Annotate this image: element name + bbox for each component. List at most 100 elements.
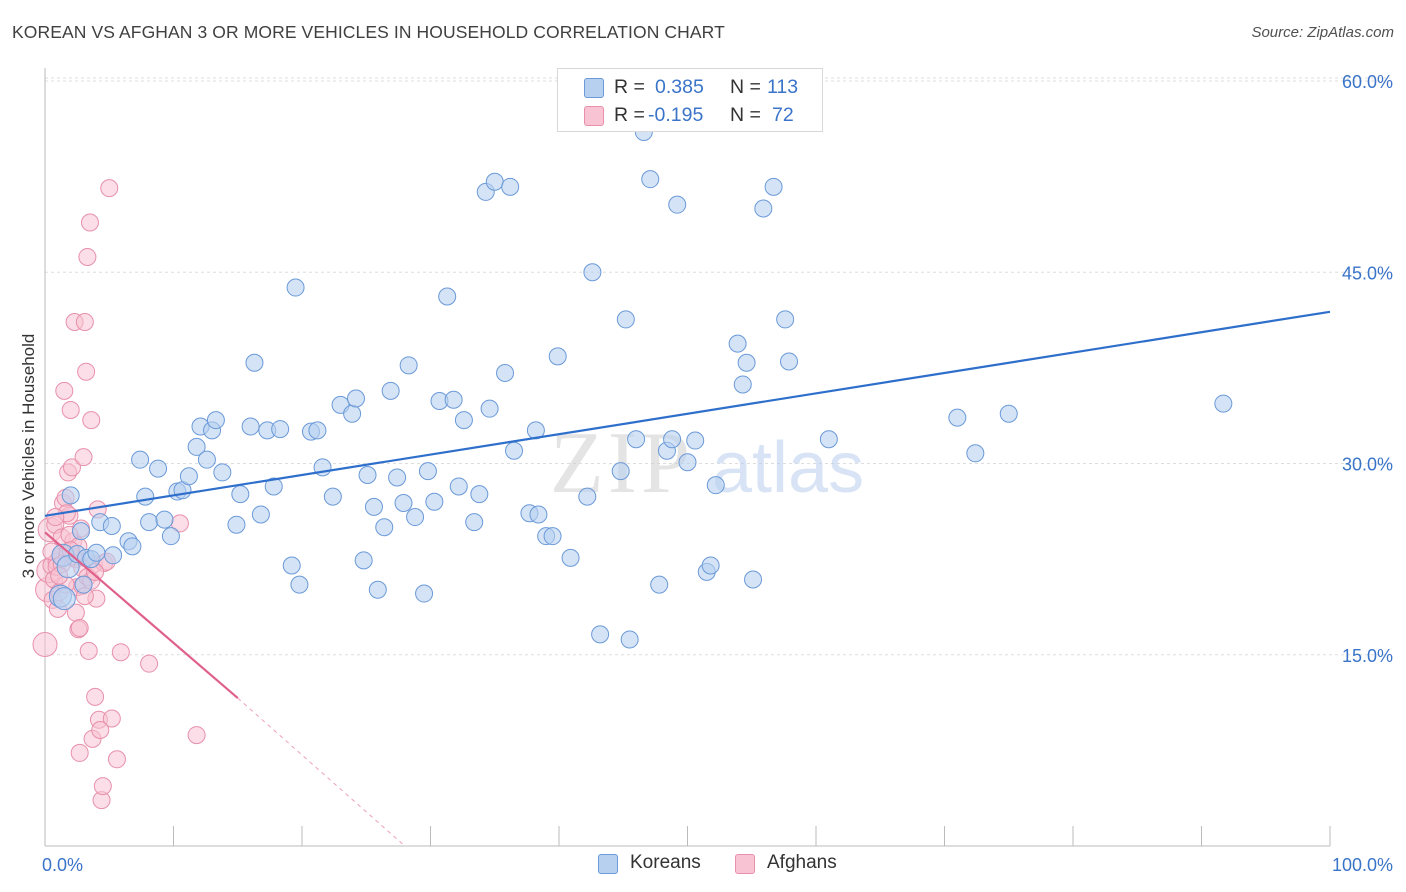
afghan-point [91, 720, 110, 739]
korean-point [686, 431, 705, 450]
korean-point [733, 375, 752, 394]
korean-point [381, 381, 400, 400]
korean-point [52, 587, 76, 611]
korean-point [71, 522, 90, 541]
korean-point [375, 518, 394, 537]
legend-n-label: N = [730, 104, 767, 126]
korean-point [678, 453, 697, 472]
afghan-point [79, 641, 98, 660]
korean-point [388, 468, 407, 487]
afghan-trend-line [44, 531, 239, 699]
korean-point [1214, 394, 1233, 413]
korean-point [264, 477, 283, 496]
korean-point [948, 408, 967, 427]
korean-point [728, 334, 747, 353]
korean-point [641, 170, 660, 189]
source-credit: Source: ZipAtlas.com [1251, 24, 1394, 41]
korean-point [131, 450, 150, 469]
afghan-point [70, 618, 89, 637]
korean-point [354, 551, 373, 570]
korean-point [701, 556, 720, 575]
korean-point [737, 353, 756, 372]
korean-point [394, 494, 413, 513]
watermark: ZIP atlas [550, 415, 864, 512]
korean-point [505, 441, 524, 460]
afghan-point [111, 643, 130, 662]
afghan-point [55, 381, 74, 400]
korean-legend-label: Koreans [630, 852, 701, 873]
korean-point [663, 430, 682, 449]
korean-point [454, 411, 473, 430]
korean-point [578, 487, 597, 506]
korean-point [418, 462, 437, 481]
korean-point [780, 352, 799, 371]
korean-point [358, 465, 377, 484]
x-tick-label: 0.0% [42, 855, 83, 875]
korean-point [206, 411, 225, 430]
korean-point [819, 430, 838, 449]
korean-point [764, 177, 783, 196]
korean-point [561, 548, 580, 567]
korean-point [668, 195, 687, 214]
korean-point [496, 363, 515, 382]
korean-point [197, 450, 216, 469]
korean-point [282, 556, 301, 575]
legend-n-value: 113 [767, 76, 799, 98]
korean-point [438, 287, 457, 306]
korean-point [583, 263, 602, 282]
tick-labels: 15.0% 30.0% 45.0% 60.0% 0.0% 100.0% [42, 72, 1393, 875]
korean-point [74, 575, 93, 594]
legend-n-label: N = [730, 76, 767, 98]
korean-point [123, 537, 142, 556]
y-axis-label: 3 or more Vehicles in Household [19, 334, 38, 579]
afghan-point [100, 179, 119, 198]
korean-point [343, 404, 362, 423]
korean-point [465, 513, 484, 532]
korean-point [485, 172, 504, 191]
watermark-atlas: atlas [712, 428, 864, 508]
korean-point [548, 347, 567, 366]
korean-point [323, 487, 342, 506]
y-tick-label: 15.0% [1342, 646, 1393, 666]
afghan-point [46, 508, 65, 527]
korean-point [368, 580, 387, 599]
korean-point [271, 420, 290, 439]
trend-lines [44, 310, 1331, 847]
korean-point [155, 510, 174, 529]
y-tick-label: 45.0% [1342, 263, 1393, 283]
korean-point [227, 515, 246, 534]
korean-point [136, 487, 155, 506]
afghan-point [187, 726, 206, 745]
korean-point [543, 527, 562, 546]
afghan-point [78, 247, 97, 266]
korean-point [364, 497, 383, 516]
legend-n-value: 72 [772, 104, 794, 126]
korean-point [776, 310, 795, 329]
korean-point [102, 516, 121, 535]
korean-point [706, 476, 725, 495]
korean-point [444, 390, 463, 409]
afghan-point [61, 400, 80, 419]
korean-point [346, 389, 365, 408]
korean-point [161, 527, 180, 546]
korean-point [425, 492, 444, 511]
x-tick-label: 100.0% [1332, 855, 1393, 875]
korean-point [611, 462, 630, 481]
korean-point [241, 417, 260, 436]
korean-point [251, 505, 270, 524]
korean-series [48, 123, 1233, 649]
korean-point [744, 570, 763, 589]
correlation-legend: R = 0.385 N = 113 R = -0.195 N = 72 [557, 68, 823, 132]
korean-point [591, 625, 610, 644]
legend-r-value: 0.385 [655, 76, 704, 98]
legend-r-label: R = [614, 104, 651, 126]
korean-point [754, 199, 773, 218]
afghan-point [93, 777, 112, 796]
korean-point [245, 353, 264, 372]
korean-point [999, 404, 1018, 423]
korean-legend-swatch [598, 854, 618, 874]
korean-point [213, 463, 232, 482]
afghan-point [77, 362, 96, 381]
korean-point [140, 513, 159, 532]
afghan-point [107, 750, 126, 769]
